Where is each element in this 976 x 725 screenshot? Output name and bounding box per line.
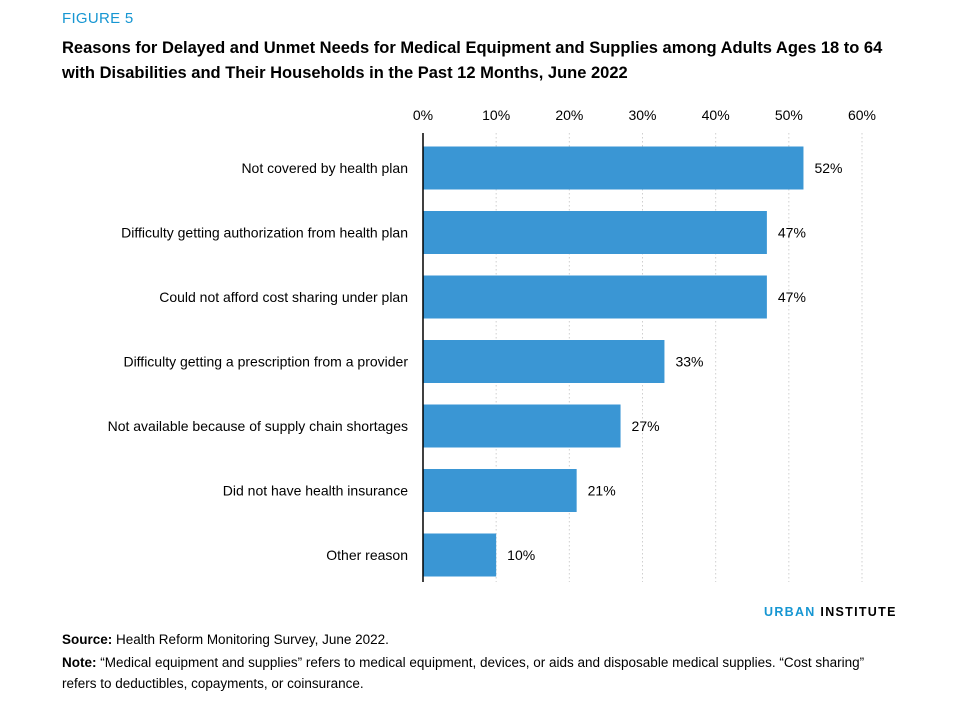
data-label: 52% bbox=[814, 160, 842, 176]
chart-title: Reasons for Delayed and Unmet Needs for … bbox=[62, 39, 883, 82]
data-label: 47% bbox=[778, 225, 806, 241]
data-label: 21% bbox=[588, 483, 616, 499]
data-label: 33% bbox=[675, 354, 703, 370]
x-tick-label: 40% bbox=[702, 107, 730, 123]
category-label: Difficulty getting authorization from he… bbox=[121, 225, 408, 241]
category-label: Did not have health insurance bbox=[223, 483, 408, 499]
x-tick-label: 30% bbox=[628, 107, 656, 123]
bar-chart: 0% 10% 20% 30% 40% 50% 60% Not covered by healt… bbox=[108, 107, 876, 582]
bar bbox=[423, 340, 665, 383]
bar bbox=[423, 275, 767, 319]
x-tick-label: 10% bbox=[482, 107, 510, 123]
brand-part1: URBAN bbox=[764, 605, 816, 619]
data-label: 10% bbox=[507, 547, 535, 563]
note-label: Note: bbox=[62, 655, 97, 670]
category-label: Not covered by health plan bbox=[241, 160, 408, 176]
data-label: 47% bbox=[778, 289, 806, 305]
note-line: Note: “Medical equipment and supplies” r… bbox=[62, 652, 892, 694]
source-label: Source: bbox=[62, 632, 113, 647]
category-label: Other reason bbox=[326, 547, 408, 563]
x-tick-label: 0% bbox=[413, 107, 433, 123]
source-text: Health Reform Monitoring Survey, June 20… bbox=[116, 632, 389, 647]
source-line: Source: Health Reform Monitoring Survey,… bbox=[62, 630, 389, 650]
bar bbox=[423, 404, 621, 448]
x-tick-label: 60% bbox=[848, 107, 876, 123]
bar bbox=[423, 146, 804, 190]
bar bbox=[423, 533, 497, 577]
bar bbox=[423, 469, 577, 512]
brand-logo: URBAN INSTITUTE bbox=[764, 605, 897, 619]
note-text: “Medical equipment and supplies” refers … bbox=[62, 655, 865, 691]
category-label: Difficulty getting a prescription from a… bbox=[123, 354, 408, 370]
x-tick-label: 50% bbox=[775, 107, 803, 123]
category-label: Could not afford cost sharing under plan bbox=[159, 289, 408, 305]
x-tick-label: 20% bbox=[555, 107, 583, 123]
data-label: 27% bbox=[632, 418, 660, 434]
brand-part2: INSTITUTE bbox=[820, 605, 897, 619]
category-label: Not available because of supply chain sh… bbox=[108, 418, 408, 434]
bar bbox=[423, 211, 767, 254]
figure-label: FIGURE 5 bbox=[62, 10, 134, 27]
